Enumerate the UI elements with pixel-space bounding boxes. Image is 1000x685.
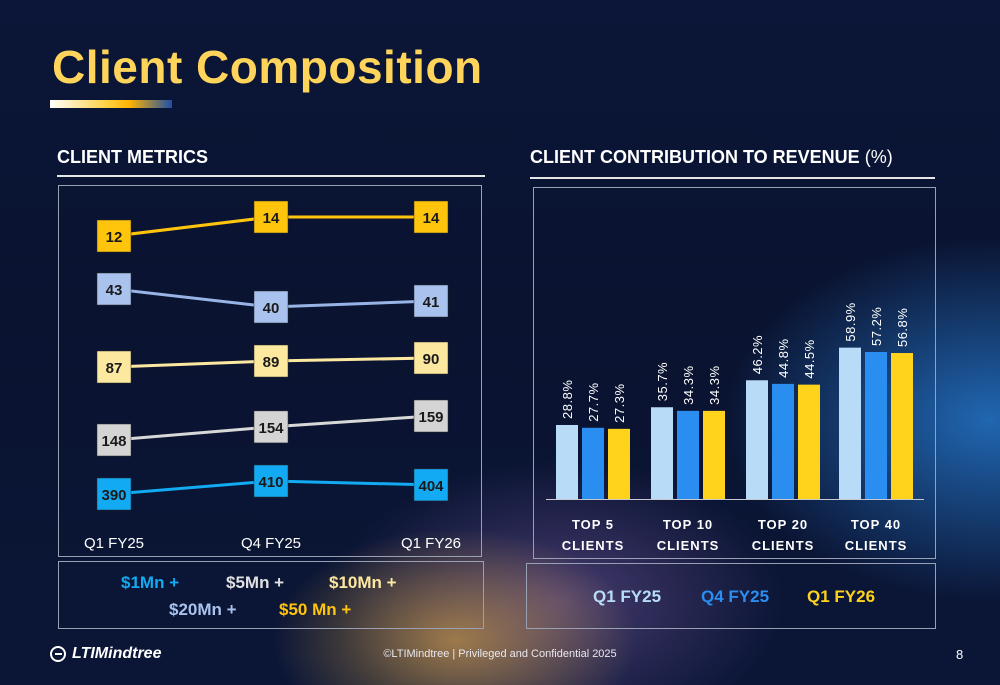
revenue-heading-text: CLIENT CONTRIBUTION TO REVENUE: [530, 147, 860, 167]
data-label: 56.8%: [895, 308, 910, 347]
page-title: Client Composition: [52, 41, 483, 93]
x-tick-label: TOP 10: [663, 517, 713, 532]
data-label: 154: [258, 420, 284, 437]
footer-confidential: ©LTIMindtree | Privileged and Confidenti…: [383, 648, 617, 660]
x-tick-label: TOP 40: [851, 517, 901, 532]
revenue-chart: 28.8% 27.7% 27.3% TOP 5 CLIENTS 35.7% 34.3% 34.…: [546, 302, 924, 553]
bar-q1-fy25: [651, 407, 673, 499]
data-label: 43: [106, 282, 123, 299]
client-metrics-chart: 12 14 14 43 40 41 87 89 90 148 154 159 390 410 404 Q1 F…: [84, 200, 461, 552]
data-label: 27.7%: [586, 382, 601, 421]
point-marker-1mn: [413, 468, 449, 502]
point-marker-20mn: [253, 290, 289, 324]
data-label: 34.3%: [707, 365, 722, 404]
data-label: 12: [106, 229, 123, 246]
page-number: 8: [956, 647, 964, 662]
data-label: 41: [423, 294, 440, 311]
data-label: 46.2%: [750, 335, 765, 374]
point-marker-10mn: [253, 344, 289, 378]
data-label: 14: [263, 210, 280, 227]
data-label: 28.8%: [560, 380, 575, 419]
bar-q1-fy26: [798, 384, 820, 499]
bar-q4-fy25: [865, 351, 887, 499]
legend-q4fy25: Q4 FY25: [701, 587, 770, 606]
revenue-panel: 28.8% 27.7% 27.3% TOP 5 CLIENTS 35.7% 34.3% 34.…: [533, 187, 936, 559]
data-label: 27.3%: [612, 383, 627, 422]
point-marker-50mn: [96, 219, 132, 253]
legend-q1fy26: Q1 FY26: [807, 587, 876, 606]
x-tick-label: TOP 5: [572, 517, 614, 532]
data-label: 14: [423, 210, 440, 227]
legend-1mn: $1Mn +: [121, 573, 180, 592]
data-label: 90: [423, 351, 440, 368]
data-label: 87: [106, 360, 123, 377]
x-tick-label: Q1 FY26: [401, 535, 461, 552]
legend-q1fy25: Q1 FY25: [593, 587, 662, 606]
data-label: 57.2%: [869, 307, 884, 346]
data-label: 58.9%: [843, 302, 858, 341]
data-label: 404: [418, 478, 444, 495]
point-marker-20mn: [96, 272, 132, 306]
x-tick-label: CLIENTS: [562, 538, 625, 553]
revenue-heading: CLIENT CONTRIBUTION TO REVENUE (%): [530, 147, 893, 168]
data-label: 89: [263, 354, 280, 371]
bar-q4-fy25: [677, 410, 699, 499]
point-marker-1mn: [253, 464, 289, 498]
legend-20mn: $20Mn +: [169, 600, 237, 619]
point-marker-5mn: [413, 399, 449, 433]
point-marker-5mn: [253, 410, 289, 444]
bar-q1-fy26: [608, 428, 630, 499]
bar-q1-fy25: [839, 347, 861, 499]
bar-q4-fy25: [772, 383, 794, 499]
point-marker-10mn: [413, 341, 449, 375]
bar-q4-fy25: [582, 427, 604, 499]
legend-10mn: $10Mn +: [329, 573, 397, 592]
x-tick-label: CLIENTS: [845, 538, 908, 553]
data-label: 44.5%: [802, 339, 817, 378]
point-marker-5mn: [96, 423, 132, 457]
bar-q1-fy26: [891, 353, 913, 499]
legend-5mn: $5Mn +: [226, 573, 285, 592]
data-label: 35.7%: [655, 362, 670, 401]
x-tick-label: TOP 20: [758, 517, 808, 532]
data-label: 40: [263, 300, 280, 317]
bar-q1-fy25: [746, 380, 768, 499]
ltimindtree-logo-icon: [50, 646, 66, 662]
bar-q1-fy25: [556, 424, 578, 499]
revenue-legend: Q1 FY25 Q4 FY25 Q1 FY26: [526, 563, 936, 629]
point-marker-1mn: [96, 477, 132, 511]
x-tick-label: Q4 FY25: [241, 535, 301, 552]
client-metrics-rule: [57, 175, 485, 177]
revenue-heading-unit: (%): [864, 147, 893, 167]
point-marker-50mn: [253, 200, 289, 234]
bar-q1-fy26: [703, 410, 725, 499]
x-tick-label: Q1 FY25: [84, 535, 144, 552]
point-marker-10mn: [96, 350, 132, 384]
client-metrics-heading: CLIENT METRICS: [57, 147, 208, 167]
legend-50mn: $50 Mn +: [279, 600, 352, 619]
data-label: 410: [258, 474, 283, 491]
title-underline: [50, 100, 172, 108]
logo-text: LTIMindtree: [72, 645, 162, 662]
x-tick-label: CLIENTS: [657, 538, 720, 553]
point-marker-50mn: [413, 200, 449, 234]
data-label: 390: [101, 487, 126, 504]
client-metrics-legend: $1Mn + $5Mn + $10Mn + $20Mn + $50 Mn +: [58, 561, 484, 629]
data-label: 34.3%: [681, 365, 696, 404]
revenue-rule: [530, 177, 935, 179]
footer-logo: LTIMindtree: [50, 645, 161, 663]
data-label: 44.8%: [776, 338, 791, 377]
data-label: 159: [418, 409, 443, 426]
data-label: 148: [101, 433, 126, 450]
x-tick-label: CLIENTS: [752, 538, 815, 553]
point-marker-20mn: [413, 284, 449, 318]
client-metrics-panel: 12 14 14 43 40 41 87 89 90 148 154 159 390 410 404 Q1 F…: [58, 185, 482, 557]
